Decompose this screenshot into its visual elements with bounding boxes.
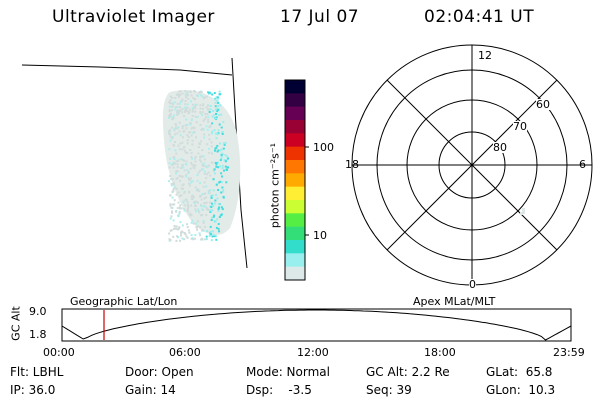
colorbar-tick-100: 100 [313, 141, 334, 154]
timeline-xtick-2: 12:00 [297, 346, 329, 359]
timeline-left-label: Geographic Lat/Lon [70, 295, 178, 308]
colorbar-band [285, 106, 305, 121]
lat-label-70: 70 [513, 120, 527, 133]
timeline-ytick-bottom: 1.8 [29, 328, 47, 341]
info-glat: GLat: 65.8 [486, 365, 553, 379]
info-door: Door: Open [125, 365, 194, 379]
info-ip: IP: 36.0 [10, 383, 56, 397]
timeline-ytick-top: 9.0 [29, 305, 47, 318]
info-seq: Seq: 39 [366, 383, 412, 397]
colorbar-tick-10: 10 [313, 229, 327, 242]
date-label: 17 Jul 07 [280, 7, 360, 27]
timeline-xtick-0: 00:00 [43, 346, 75, 359]
colorbar-band [285, 133, 305, 148]
colorbar-band [285, 240, 305, 254]
colorbar-band [285, 226, 305, 241]
auroral-emission [162, 89, 241, 242]
info-glon: GLon: 10.3 [486, 383, 556, 397]
mlt-label-0: 0 [469, 278, 476, 291]
colorbar-band [285, 186, 305, 201]
lat-label-60: 60 [536, 98, 550, 111]
colorbar-band [285, 146, 305, 161]
colorbar-band [285, 253, 305, 268]
info-gc-alt: GC Alt: 2.2 Re [366, 365, 450, 379]
colorbar-band [285, 173, 305, 188]
timeline-frame [61, 308, 572, 342]
colorbar-band [285, 93, 305, 108]
instrument-title: Ultraviolet Imager [52, 7, 215, 27]
colorbar-band [285, 80, 305, 94]
mlt-label-6: 6 [579, 158, 586, 171]
timeline-xtick-3: 18:00 [424, 346, 456, 359]
info-filter: Flt: LBHL [10, 365, 64, 379]
colorbar-band [285, 266, 305, 281]
altitude-curve [61, 309, 572, 341]
time-label: 02:04:41 UT [424, 7, 535, 27]
colorbar-band [285, 160, 305, 174]
polar-diagonal-2 [386, 79, 558, 251]
info-dsp: Dsp: -3.5 [246, 383, 312, 397]
info-mode: Mode: Normal [246, 365, 330, 379]
timeline-xtick-4: 23:59 [553, 346, 585, 359]
timeline-xtick-1: 06:00 [169, 346, 201, 359]
mlt-label-18: 18 [345, 158, 359, 171]
colorbar-band [285, 120, 305, 134]
colorbar-band [285, 200, 305, 214]
lat-label-80: 80 [493, 141, 507, 154]
info-gain: Gain: 14 [125, 383, 176, 397]
colorbar-band [285, 213, 305, 228]
mlt-label-12: 12 [478, 49, 492, 62]
timeline-right-label: Apex MLat/MLT [413, 295, 496, 308]
